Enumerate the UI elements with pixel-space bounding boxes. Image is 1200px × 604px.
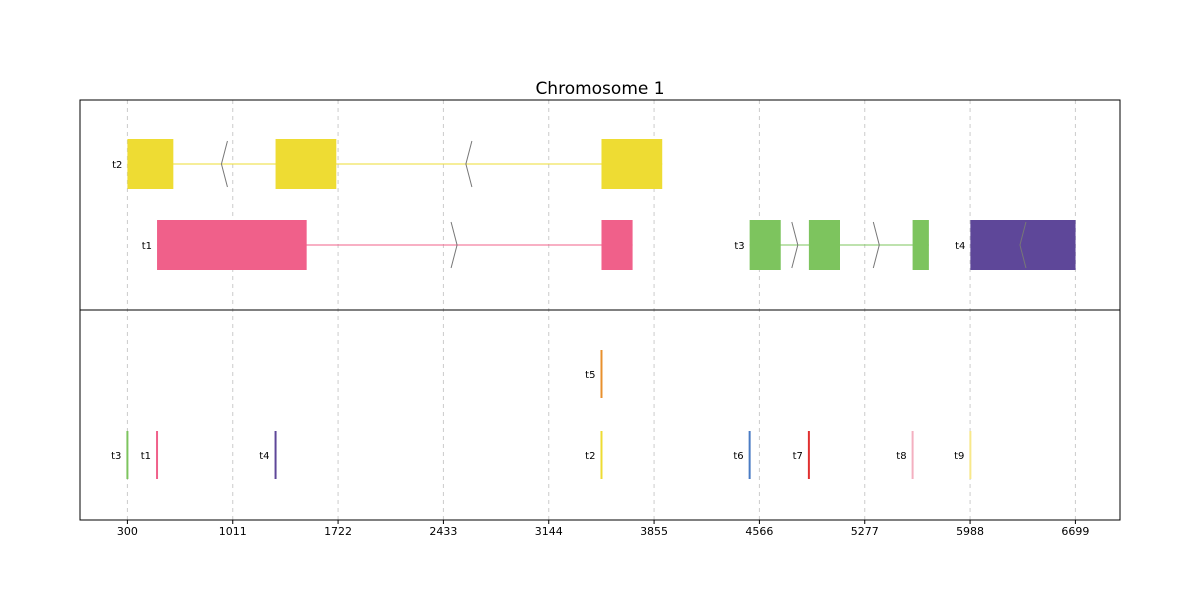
site-t8: t8	[896, 431, 914, 479]
site-label: t1	[141, 451, 151, 462]
transcript-t1: t1	[142, 220, 633, 270]
x-tick-label: 3144	[535, 525, 563, 538]
x-tick-label: 1722	[324, 525, 352, 538]
exon-block	[601, 139, 663, 189]
site-t1: t1	[141, 431, 159, 479]
exon-block	[970, 220, 1076, 270]
site-label: t4	[259, 451, 269, 462]
strand-chevron	[872, 221, 880, 269]
site-t9: t9	[954, 431, 972, 479]
site-label: t6	[733, 451, 743, 462]
site-t2: t2	[585, 431, 603, 479]
plot-frame	[79, 99, 1121, 521]
site-label: t8	[896, 451, 906, 462]
x-tick-label: 300	[117, 525, 138, 538]
site-label: t7	[793, 451, 803, 462]
transcript-t3: t3	[734, 220, 929, 270]
exon-block	[275, 139, 337, 189]
exon-block	[912, 220, 929, 270]
chart-title: Chromosome 1	[535, 79, 664, 99]
site-t7: t7	[793, 431, 810, 479]
top-panel-frame	[79, 99, 1121, 311]
strand-chevron	[791, 221, 799, 269]
site-label: t2	[585, 451, 595, 462]
site-panel: t5 t3 t1 t4 t2 t6 t7 t8 t9	[111, 350, 972, 479]
exon-block	[601, 220, 633, 270]
site-t5: t5	[585, 350, 603, 398]
x-tick-label: 1011	[219, 525, 247, 538]
strand-chevron	[450, 221, 458, 269]
site-t6: t6	[733, 431, 751, 479]
strand-chevron	[465, 140, 473, 188]
x-tick-label: 5988	[956, 525, 984, 538]
x-tick-label: 4566	[745, 525, 773, 538]
x-axis: 300 1011 1722 2433 3144 3855 4566 5277 5988 6699	[117, 520, 1089, 538]
x-tick-label: 6699	[1061, 525, 1089, 538]
transcript-t4: t4	[955, 220, 1076, 270]
transcript-label: t1	[142, 241, 152, 252]
transcript-label: t2	[112, 160, 122, 171]
transcript-label: t3	[734, 241, 744, 252]
transcript-panel: t2 t1 t3 t4	[112, 139, 1076, 270]
exon-block	[749, 220, 781, 270]
x-tick-label: 3855	[640, 525, 668, 538]
site-label: t3	[111, 451, 121, 462]
strand-chevron	[1019, 221, 1027, 269]
transcript-label: t4	[955, 241, 965, 252]
site-label: t9	[954, 451, 964, 462]
exon-block	[808, 220, 840, 270]
site-t3: t3	[111, 431, 129, 479]
x-tick-label: 5277	[851, 525, 879, 538]
exon-block	[127, 139, 174, 189]
exon-block	[157, 220, 307, 270]
transcript-t2: t2	[112, 139, 663, 189]
site-t4: t4	[259, 431, 277, 479]
x-tick-label: 2433	[429, 525, 457, 538]
strand-chevron	[220, 140, 228, 188]
bottom-panel-frame	[79, 309, 1121, 521]
site-label: t5	[585, 370, 595, 381]
